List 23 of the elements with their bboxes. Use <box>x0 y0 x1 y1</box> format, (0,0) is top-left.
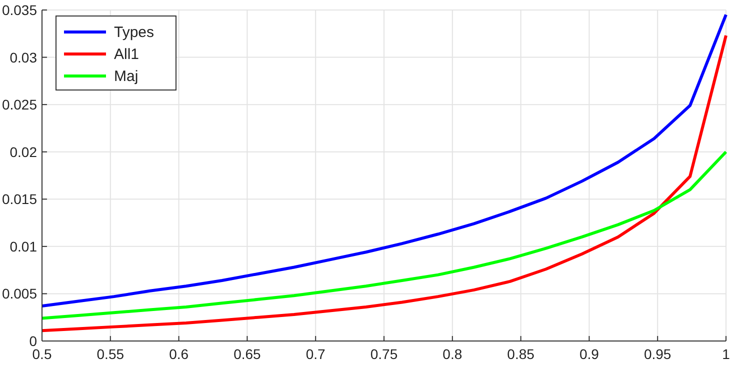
legend-label: Maj <box>114 68 138 85</box>
x-tick-label: 0.5 <box>32 346 52 362</box>
legend-label: All1 <box>114 46 140 63</box>
y-tick-label: 0.025 <box>2 96 38 113</box>
legend-label: Types <box>114 24 154 41</box>
x-tick-label: 1 <box>722 346 730 362</box>
x-tick-label: 0.75 <box>370 346 398 362</box>
y-tick-label: 0.005 <box>2 286 38 302</box>
x-tick-label: 0.9 <box>579 346 600 362</box>
line-series <box>40 150 728 320</box>
y-tick-label: 0 <box>29 333 38 349</box>
x-tick-label: 0.65 <box>234 346 262 362</box>
x-tick-label: 0.6 <box>169 346 189 362</box>
x-tick-label: 0.7 <box>306 346 326 362</box>
y-tick-label: 0.02 <box>10 144 38 160</box>
y-tick-label: 0.015 <box>2 191 38 208</box>
y-tick-label: 0.035 <box>2 2 38 18</box>
x-tick-label: 0.55 <box>96 346 124 362</box>
x-tick-label: 0.8 <box>442 346 462 362</box>
x-tick-label: 0.95 <box>644 346 672 362</box>
x-tick-label: 0.85 <box>507 346 535 362</box>
y-tick-label: 0.03 <box>10 49 38 66</box>
y-tick-label: 0.01 <box>10 238 38 254</box>
